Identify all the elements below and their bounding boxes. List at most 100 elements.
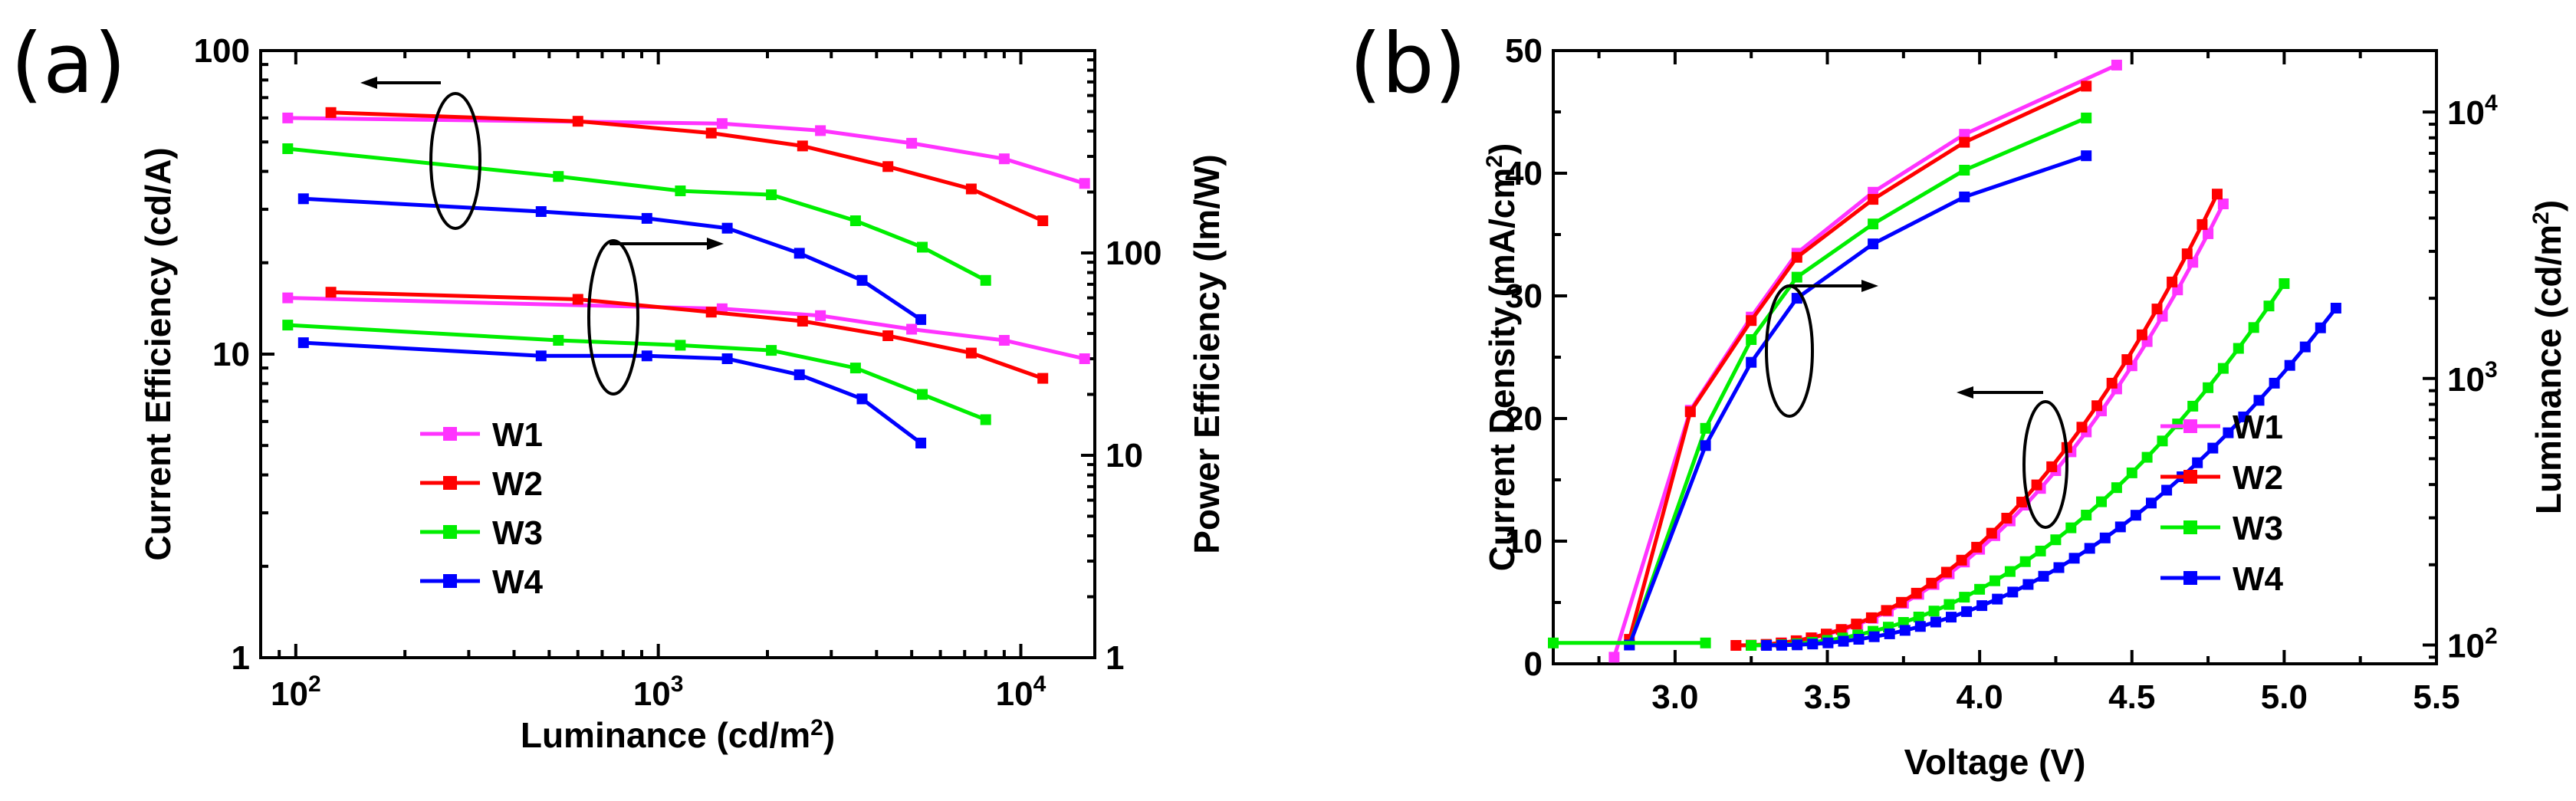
series-w3-current-density-point — [2126, 467, 2137, 478]
y-tick-label-right: 102 — [2447, 623, 2498, 665]
series-w4-current-density-point — [2223, 427, 2234, 438]
series-w3-current-density-point — [1959, 592, 1970, 603]
series-w1-current-density-point — [2217, 199, 2229, 209]
series-w4-luminance-point — [1746, 356, 1757, 368]
series-w4-current-efficiency-point — [915, 314, 927, 325]
series-w2-power-efficiency-point — [572, 294, 583, 305]
series-w4-current-density-point — [1884, 628, 1895, 639]
series-w3-luminance-point — [2081, 112, 2092, 123]
series-w4-current-efficiency-point — [721, 222, 733, 234]
series-w2-current-density-point — [2196, 218, 2208, 230]
series-w2-luminance-point — [1959, 136, 1970, 148]
legend-marker-w2 — [443, 476, 457, 490]
panel-b-ticks: 3.0 3.5 4.0 4.5 5.0 5.5 0 10 20 30 40 50 102 103 104 — [1505, 32, 2498, 716]
series-w3-current-density-point — [2096, 496, 2107, 507]
legend-label-w3: W3 — [2233, 510, 2283, 547]
series-w3-current-efficiency-line — [288, 146, 987, 283]
legend-label-w2: W2 — [492, 465, 543, 503]
series-w3-power-efficiency-point — [917, 389, 928, 400]
series-w4-current-density-point — [2038, 570, 2049, 582]
series-w4-current-density-point — [1838, 635, 1849, 647]
series-w4-current-efficiency-point — [794, 248, 805, 259]
legend-item-w1: W1 — [2160, 409, 2283, 446]
series-w1-power-efficiency-point — [815, 310, 826, 321]
x-tick-label: 4.0 — [1957, 678, 2003, 716]
series-w3-current-density-point — [1928, 606, 1940, 617]
series-w4-luminance-point — [2081, 150, 2092, 162]
series-w2-current-efficiency-point — [705, 127, 717, 139]
series-w2-luminance-point — [1746, 315, 1757, 327]
series-w4-current-density-point — [2207, 442, 2219, 454]
panel-b-legend: W1 W2 W3 W4 — [2160, 409, 2284, 598]
y-tick-label-left: 30 — [1505, 277, 1543, 315]
panel-b: (b) 3.0 3.5 4.0 4.5 5.0 5.5 0 10 20 30 40 50 102 103 1… — [1349, 16, 2568, 782]
series-w3-current-density-point — [2248, 322, 2259, 333]
series-w2-current-density-point — [2181, 248, 2193, 260]
series-w3-current-density-point — [2203, 382, 2214, 393]
y-tick-label-left: 20 — [1505, 400, 1543, 438]
legend-label-w1: W1 — [492, 416, 543, 454]
legend-marker-w1 — [443, 427, 457, 441]
y-tick-label-right: 103 — [2447, 357, 2498, 399]
series-w4-power-efficiency-point — [641, 350, 652, 362]
series-w3-current-density-point — [2141, 451, 2153, 463]
panel-a-ticks: 102 103 104 1 10 100 1 10 100 — [194, 32, 1162, 713]
series-w1-current-efficiency-point — [1079, 178, 1090, 189]
panel-a-legend: W1 W2 W3 W4 — [420, 416, 544, 601]
series-w2-current-density-point — [1865, 612, 1877, 623]
legend-marker-w2 — [2183, 470, 2197, 484]
series-w4-current-density-point — [2238, 411, 2249, 422]
series-w2-current-density-point — [1835, 624, 1847, 635]
series-w4-current-density-point — [1961, 606, 1973, 617]
panel-a: (a) 102 103 104 1 10 100 1 10 100 Luminance (cd/… — [11, 16, 1227, 755]
series-w2-power-efficiency-point — [965, 347, 977, 359]
panel-b-left-arrowhead — [1957, 386, 1973, 399]
panel-b-plot-frame — [1552, 49, 2438, 665]
series-w4-current-density-point — [1807, 639, 1819, 650]
series-w4-current-density-point — [2192, 457, 2203, 468]
panel-b-x-axis-title: Voltage (V) — [1904, 742, 2086, 782]
series-w3-power-efficiency-point — [675, 340, 686, 351]
y-tick-label-left: 50 — [1505, 32, 1543, 70]
series-w3-current-density-point — [1944, 599, 1955, 610]
series-w2-current-density-point — [2046, 461, 2058, 472]
series-w3-current-density-point — [2035, 545, 2046, 556]
series-w2-luminance-point — [2081, 80, 2092, 92]
y-tick-label-right: 104 — [2447, 90, 2498, 132]
series-w3-current-efficiency-point — [980, 274, 991, 286]
series-w3-current-efficiency-point — [675, 185, 686, 196]
series-w4-current-density-point — [2330, 303, 2341, 314]
series-w4-current-density-point — [1822, 637, 1834, 648]
panel-b-right-arrowhead — [1861, 280, 1878, 292]
legend-label-w1: W1 — [2233, 409, 2283, 446]
series-w2-current-density-point — [2091, 400, 2103, 412]
series-w4-current-density-point — [2022, 579, 2034, 590]
series-w2-current-density-point — [2076, 422, 2088, 433]
series-w2-current-efficiency-point — [882, 161, 894, 172]
series-w4-current-density-point — [1761, 640, 1773, 651]
x-tick-label: 103 — [633, 671, 684, 713]
series-w3-current-density-point — [2157, 435, 2168, 447]
series-w2-current-efficiency-point — [965, 183, 977, 195]
series-w3-power-efficiency-point — [282, 320, 294, 331]
series-w2-current-density-point — [2212, 189, 2223, 200]
series-w3-current-efficiency-point — [553, 171, 564, 182]
series-w4-current-density-point — [1792, 639, 1803, 651]
series-w3-current-density-point — [2233, 343, 2244, 354]
series-w4-current-density-point — [1914, 621, 1926, 632]
legend-marker-w3 — [2183, 520, 2197, 534]
panel-a-x-axis-title: Luminance (cd/m2) — [521, 715, 835, 755]
series-w1-current-efficiency-point — [282, 112, 294, 123]
series-w4-current-density-point — [2315, 322, 2326, 333]
series-w4-current-density-point — [1853, 634, 1865, 645]
series-w2-current-efficiency-point — [572, 116, 583, 127]
series-w3-current-density-point — [2050, 534, 2062, 546]
series-w3-power-efficiency-point — [553, 335, 564, 346]
series-w1-current-efficiency-point — [815, 125, 826, 136]
series-w4-luminance-point — [1791, 293, 1802, 304]
series-w2-current-density-point — [2016, 497, 2027, 507]
series-w3-luminance-point — [1868, 218, 1879, 230]
series-w2-power-efficiency-point — [705, 307, 717, 318]
y-tick-label-left: 40 — [1505, 155, 1543, 192]
